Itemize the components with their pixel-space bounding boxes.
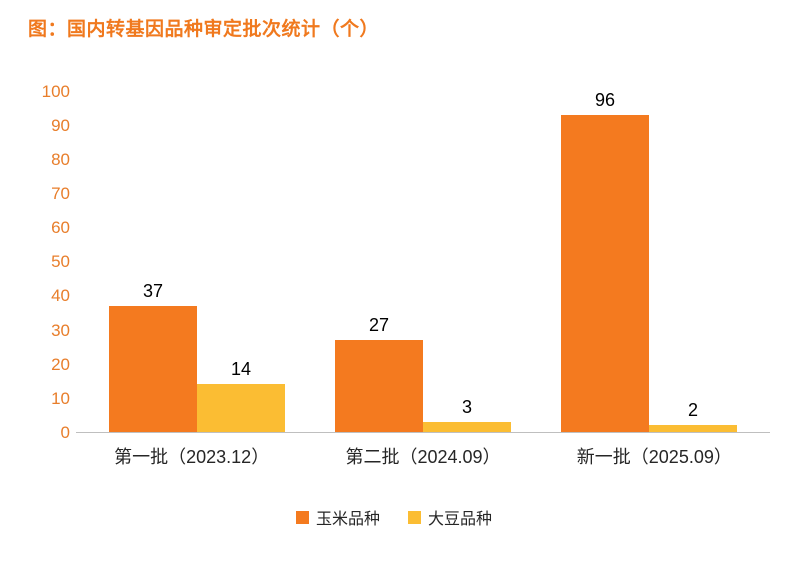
y-tick-label-100: 100 <box>41 81 70 101</box>
bar-group-2: 27 3 <box>335 90 511 432</box>
y-tick-label-20: 20 <box>51 354 70 374</box>
bar-value-label: 14 <box>230 359 252 380</box>
x-axis: 第一批（2023.12） 第二批（2024.09） 新一批（2025.09） <box>76 443 770 469</box>
chart-body: 0 10 20 30 40 50 60 70 80 90 100 37 14 27 3 96 2 <box>28 83 770 442</box>
y-tick-label-90: 90 <box>51 115 70 135</box>
legend-item-soy: 大豆品种 <box>408 505 492 529</box>
bar-soy-cat3 <box>649 425 737 432</box>
bar-value-label: 2 <box>687 400 698 421</box>
y-axis: 0 10 20 30 40 50 60 70 80 90 100 <box>28 83 76 442</box>
x-axis-label-3: 新一批（2025.09） <box>576 447 732 467</box>
y-tick-label-60: 60 <box>51 218 70 238</box>
bar-soy-cat1 <box>197 384 285 432</box>
legend: 玉米品种 大豆品种 <box>0 505 788 529</box>
bar-col-series2-cat1: 14 <box>197 90 285 432</box>
bar-col-series1-cat2: 27 <box>335 90 423 432</box>
legend-swatch-icon <box>408 510 421 524</box>
legend-item-corn: 玉米品种 <box>295 505 380 529</box>
legend-label: 玉米品种 <box>315 511 380 528</box>
bar-value-label: 27 <box>368 314 390 335</box>
bar-col-series1-cat3: 96 <box>561 90 649 432</box>
bar-group-1: 37 14 <box>109 90 285 432</box>
y-tick-label-70: 70 <box>51 183 70 203</box>
bar-group-3: 96 2 <box>561 90 737 432</box>
y-tick-label-50: 50 <box>51 252 70 272</box>
bar-col-series2-cat3: 2 <box>649 90 737 432</box>
y-tick-label-0: 0 <box>60 423 70 442</box>
chart-title: 图：国内转基因品种审定批次统计（个） <box>28 19 380 40</box>
bar-col-series1-cat1: 37 <box>109 90 197 432</box>
bar-corn-cat1 <box>109 305 197 432</box>
bar-col-series2-cat2: 3 <box>423 90 511 432</box>
y-tick-label-10: 10 <box>51 388 70 408</box>
y-tick-label-80: 80 <box>51 149 70 169</box>
bar-corn-cat2 <box>335 339 423 432</box>
x-axis-label-2: 第二批（2024.09） <box>345 447 501 467</box>
y-tick-label-30: 30 <box>51 320 70 340</box>
y-tick-label-40: 40 <box>51 286 70 306</box>
bar-value-label: 96 <box>594 90 616 110</box>
x-axis-label-1: 第一批（2023.12） <box>114 447 270 467</box>
bar-value-label: 37 <box>142 280 164 301</box>
bar-soy-cat2 <box>423 421 511 432</box>
bar-value-label: 3 <box>461 396 472 417</box>
legend-swatch-icon <box>295 510 309 524</box>
legend-label: 大豆品种 <box>428 511 493 528</box>
plot-area: 37 14 27 3 96 2 <box>76 90 770 433</box>
bar-corn-cat3 <box>561 115 649 432</box>
